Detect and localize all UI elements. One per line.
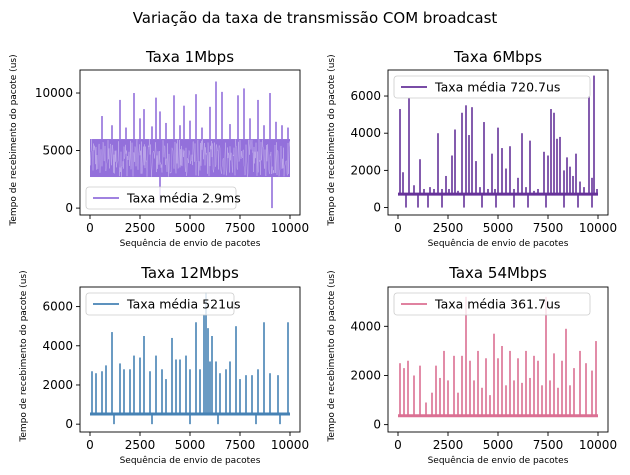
x-tick-label: 7500	[225, 438, 256, 452]
series-line-group	[398, 296, 598, 418]
y-axis-label: Tempo de recebimento do pacote (us)	[327, 270, 337, 442]
y-tick-label: 4000	[350, 319, 381, 333]
series-line-group	[89, 81, 291, 209]
y-tick-label: 2000	[350, 368, 381, 382]
legend-label: Taxa média 361.7us	[434, 297, 560, 312]
legend-label: Taxa média 720.7us	[434, 80, 560, 95]
x-axis-label: Sequência de envio de pacotes	[428, 238, 569, 249]
subplot-taxa-12mbps: Taxa 12Mbps Sequência de envio de pacote…	[19, 264, 309, 466]
y-tick-label: 2000	[350, 163, 381, 177]
y-tick-label: 6000	[350, 89, 381, 103]
x-tick-label: 0	[86, 438, 94, 452]
x-tick-label: 10000	[271, 221, 309, 235]
x-axis-label: Sequência de envio de pacotes	[428, 455, 569, 466]
y-tick-label: 0	[373, 201, 381, 215]
x-tick-label: 7500	[533, 438, 564, 452]
x-tick-label: 7500	[533, 221, 564, 235]
x-tick-label: 2500	[125, 438, 156, 452]
x-tick-label: 0	[394, 438, 402, 452]
x-tick-label: 5000	[175, 221, 206, 235]
y-tick-label: 4000	[350, 126, 381, 140]
legend-box	[393, 292, 591, 316]
x-tick-label: 0	[394, 221, 402, 235]
series-line-group	[398, 75, 598, 208]
x-axis-label: Sequência de envio de pacotes	[120, 238, 261, 249]
legend: Taxa média 720.7us	[393, 75, 591, 99]
subplot-taxa-1mbps: Taxa 1Mbps Sequência de envio de pacotes…	[9, 48, 309, 249]
y-tick-label: 5000	[42, 144, 73, 158]
x-tick-label: 5000	[483, 221, 514, 235]
subplot-title: Taxa 12Mbps	[140, 264, 239, 282]
x-tick-label: 2500	[433, 438, 464, 452]
y-axis-label: Tempo de recebimento do pacote (us)	[327, 54, 337, 226]
legend-box	[85, 186, 237, 210]
y-tick-label: 0	[373, 418, 381, 432]
subplot-title: Taxa 54Mbps	[448, 264, 547, 282]
y-axis-label: Tempo de recebimento do pacote (us)	[9, 54, 19, 226]
legend-label: Taxa média 521us	[126, 297, 240, 312]
y-tick-label: 6000	[42, 300, 73, 314]
subplot-taxa-6mbps: Taxa 6Mbps Sequência de envio de pacotes…	[327, 48, 617, 249]
x-axis-label: Sequência de envio de pacotes	[120, 455, 261, 466]
x-tick-label: 2500	[125, 221, 156, 235]
y-axis-label: Tempo de recebimento do pacote (us)	[19, 270, 29, 442]
figure-suptitle: Variação da taxa de transmissão COM broa…	[133, 9, 498, 27]
y-tick-label: 0	[65, 201, 73, 215]
subplot-taxa-54mbps: Taxa 54Mbps Sequência de envio de pacote…	[327, 264, 617, 466]
x-tick-label: 2500	[433, 221, 464, 235]
subplot-title: Taxa 1Mbps	[145, 48, 234, 66]
x-tick-label: 7500	[225, 221, 256, 235]
x-tick-label: 10000	[579, 221, 617, 235]
legend-box	[393, 75, 591, 99]
x-tick-label: 10000	[271, 438, 309, 452]
series-band-texture	[89, 139, 291, 177]
series-line-group	[90, 292, 290, 425]
legend-label: Taxa média 2.9ms	[126, 191, 241, 206]
legend: Taxa média 361.7us	[393, 292, 591, 316]
y-tick-label: 10000	[35, 86, 73, 100]
x-tick-label: 0	[86, 221, 94, 235]
y-tick-label: 4000	[42, 339, 73, 353]
legend: Taxa média 521us	[85, 292, 240, 316]
x-tick-label: 5000	[483, 438, 514, 452]
subplot-title: Taxa 6Mbps	[453, 48, 542, 66]
y-tick-label: 2000	[42, 378, 73, 392]
x-tick-label: 5000	[175, 438, 206, 452]
legend: Taxa média 2.9ms	[85, 186, 241, 210]
x-tick-label: 10000	[579, 438, 617, 452]
legend-box	[85, 292, 235, 316]
y-tick-label: 0	[65, 417, 73, 431]
